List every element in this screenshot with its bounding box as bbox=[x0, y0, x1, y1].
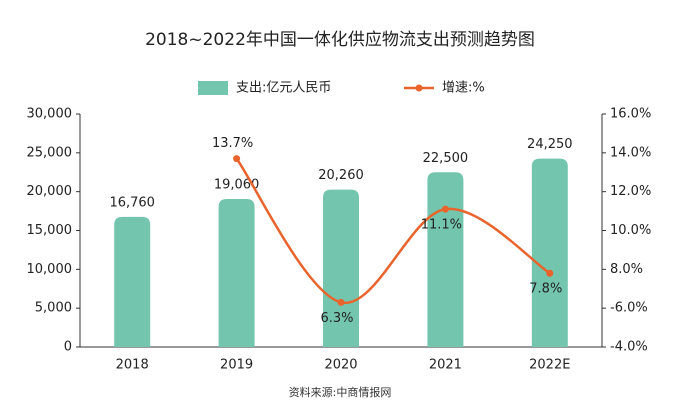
source: 资料来源:中商情报网 bbox=[289, 385, 392, 399]
y2-tick-label: 8.0% bbox=[610, 262, 643, 277]
line-marker bbox=[546, 269, 554, 277]
chart-title: 2018~2022年中国一体化供应物流支出预测趋势图 bbox=[145, 30, 535, 50]
line-label: 6.3% bbox=[320, 311, 353, 326]
bar bbox=[323, 189, 359, 347]
bar-label: 24,250 bbox=[527, 137, 573, 152]
x-tick-label: 2018 bbox=[116, 358, 149, 373]
y2-tick-label: 16.0% bbox=[610, 107, 651, 122]
bar bbox=[218, 198, 255, 347]
bar bbox=[114, 216, 151, 347]
bar bbox=[531, 158, 568, 347]
y2-tick-label: 12.0% bbox=[610, 184, 651, 199]
y-tick-label: 30,000 bbox=[27, 107, 73, 122]
bar-label: 16,760 bbox=[109, 195, 155, 210]
legend-swatch bbox=[198, 81, 228, 95]
y2-tick-label: 14.0% bbox=[610, 145, 651, 160]
y2-tick-label: 10.0% bbox=[610, 223, 651, 238]
y-tick-label: 0 bbox=[64, 340, 72, 355]
y-tick-label: 10,000 bbox=[27, 262, 73, 277]
x-tick-label: 2019 bbox=[220, 358, 253, 373]
legend-label: 支出:亿元人民币 bbox=[236, 81, 331, 96]
bar-label: 19,060 bbox=[214, 177, 260, 192]
y2-tick-label: -4.0% bbox=[610, 340, 648, 355]
y2-tick-label: -6.0% bbox=[610, 301, 648, 316]
line-marker bbox=[337, 298, 345, 306]
bar bbox=[427, 172, 464, 347]
legend-label: 增速:% bbox=[442, 81, 485, 96]
y-tick-label: 5,000 bbox=[35, 301, 72, 316]
line-marker bbox=[233, 155, 241, 163]
line-marker bbox=[441, 205, 449, 213]
line bbox=[235, 157, 551, 304]
y-tick-label: 20,000 bbox=[27, 184, 73, 199]
x-tick-label: 2021 bbox=[429, 358, 462, 373]
line-label: 11.1% bbox=[421, 218, 462, 233]
x-tick-label: 2020 bbox=[324, 358, 357, 373]
legend-swatch bbox=[415, 84, 423, 92]
x-tick-label: 2022E bbox=[529, 358, 570, 373]
bar-label: 22,500 bbox=[423, 151, 469, 166]
y-tick-label: 15,000 bbox=[27, 223, 73, 238]
bar-label: 20,260 bbox=[318, 168, 364, 183]
y-tick-label: 25,000 bbox=[27, 145, 73, 160]
line-label: 7.8% bbox=[529, 282, 562, 297]
line-label: 13.7% bbox=[212, 136, 253, 151]
